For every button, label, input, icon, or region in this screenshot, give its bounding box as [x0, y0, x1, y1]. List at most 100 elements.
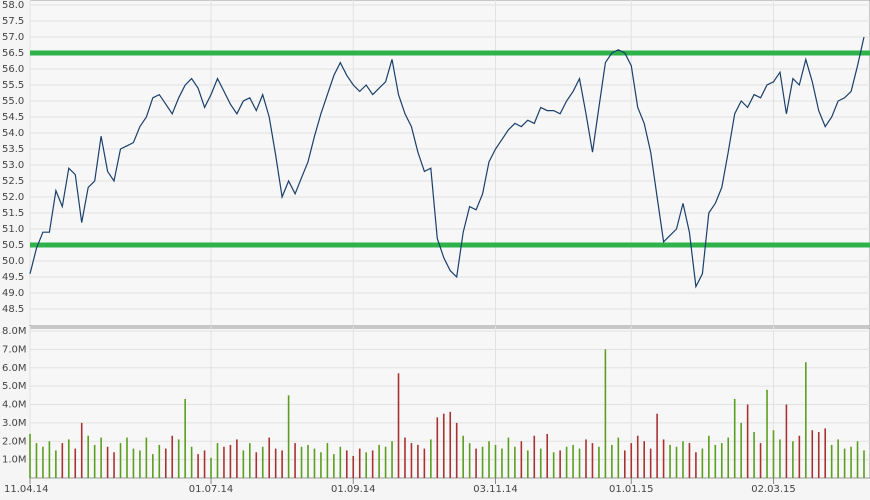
- y-tick-label: 5.0M: [2, 381, 27, 392]
- volume-bar: [126, 437, 128, 478]
- volume-bar: [520, 441, 523, 478]
- volume-bar: [539, 448, 542, 478]
- volume-bar: [630, 443, 633, 478]
- volume-bar: [404, 437, 406, 478]
- volume-bar: [669, 444, 671, 478]
- volume-bar: [559, 450, 561, 478]
- volume-bar: [766, 389, 768, 478]
- volume-bar: [591, 443, 594, 478]
- volume-bar: [203, 450, 206, 478]
- y-tick-label: 8.0M: [2, 326, 27, 337]
- y-tick-label: 58.0: [2, 0, 24, 11]
- y-tick-label: 54.5: [2, 112, 24, 123]
- volume-bar: [74, 448, 77, 478]
- price-line: [29, 36, 865, 289]
- volume-bar: [423, 448, 426, 478]
- volume-bar: [223, 446, 225, 478]
- volume-bar: [746, 404, 749, 478]
- y-tick-label: 2.0M: [2, 436, 27, 447]
- volume-bar: [132, 448, 135, 478]
- volume-bar: [300, 446, 303, 478]
- volume-bar: [236, 439, 238, 478]
- x-tick-label: 02.03.15: [751, 484, 796, 495]
- volume-bar: [274, 448, 277, 478]
- volume-bar: [785, 404, 788, 478]
- y-tick-label: 52.5: [2, 176, 24, 187]
- volume-bar: [442, 413, 445, 478]
- y-tick-label: 1.0M: [2, 455, 27, 466]
- y-tick-label: 48.5: [2, 304, 24, 315]
- volume-bar: [365, 452, 367, 478]
- volume-bar: [177, 439, 180, 478]
- volume-bar: [255, 452, 258, 478]
- x-tick-label: 03.11.14: [473, 484, 518, 495]
- volume-bar: [384, 446, 387, 478]
- volume-bar: [468, 443, 471, 478]
- volume-bar: [805, 362, 807, 478]
- y-tick-label: 51.0: [2, 224, 24, 235]
- volume-bar: [701, 448, 704, 478]
- volume-bar: [585, 439, 587, 478]
- y-tick-label: 56.5: [2, 48, 24, 59]
- volume-bar: [67, 439, 70, 478]
- volume-bar: [113, 452, 115, 478]
- volume-bar: [48, 441, 51, 478]
- volume-bar: [798, 435, 801, 478]
- volume-bar: [533, 435, 536, 478]
- volume-bar: [287, 395, 290, 478]
- volume-bar: [326, 443, 329, 478]
- x-tick-label: 11.04.14: [4, 484, 49, 495]
- volume-bar: [507, 437, 510, 478]
- volume-bar: [811, 430, 814, 478]
- volume-bar: [830, 444, 833, 478]
- volume-bar: [695, 452, 697, 478]
- volume-bar: [307, 444, 309, 478]
- volume-bar: [649, 448, 652, 478]
- volume-bar: [863, 450, 865, 478]
- volume-bar: [578, 448, 581, 478]
- volume-bar: [242, 450, 245, 478]
- volume-bar: [190, 446, 193, 478]
- volume-bar: [152, 454, 154, 478]
- volume-bar: [733, 398, 736, 478]
- volume-bar: [455, 422, 458, 478]
- volume-bar: [753, 432, 755, 478]
- y-tick-label: 55.0: [2, 96, 24, 107]
- volume-bar: [772, 430, 775, 478]
- volume-bar: [720, 443, 723, 478]
- volume-bar: [55, 450, 57, 478]
- volume-bar: [488, 441, 490, 478]
- volume-bar: [475, 448, 477, 478]
- volume-bar: [61, 443, 64, 478]
- volume-bar: [87, 435, 89, 478]
- volume-bar: [139, 450, 141, 478]
- volume-bar: [358, 448, 361, 478]
- volume-bar: [714, 444, 717, 478]
- volume-bar: [397, 373, 400, 478]
- volume-bar: [817, 432, 820, 478]
- volume-bar: [604, 349, 607, 478]
- volume-bar: [462, 435, 464, 478]
- volume-bar: [430, 439, 432, 478]
- volume-bar: [837, 439, 839, 478]
- volume-bar: [145, 437, 148, 478]
- volume-bar: [779, 439, 781, 478]
- volume-bar: [759, 443, 762, 478]
- volume-bar: [42, 446, 44, 478]
- volume-bar: [378, 444, 380, 478]
- volume-bar: [643, 441, 645, 478]
- volume-bar: [261, 446, 264, 478]
- volume-bar: [552, 452, 555, 478]
- volume-bar: [565, 446, 568, 478]
- volume-bar: [216, 443, 219, 478]
- volume-bar: [611, 444, 613, 478]
- volume-bar: [417, 444, 419, 478]
- volume-bar: [850, 446, 852, 478]
- volume-bar: [410, 443, 413, 478]
- volume-bar: [656, 413, 658, 478]
- y-tick-label: 6.0M: [2, 363, 27, 374]
- y-tick-label: 54.0: [2, 128, 24, 139]
- volume-bar: [449, 411, 452, 478]
- volume-bar: [268, 437, 271, 478]
- volume-bar: [514, 446, 516, 478]
